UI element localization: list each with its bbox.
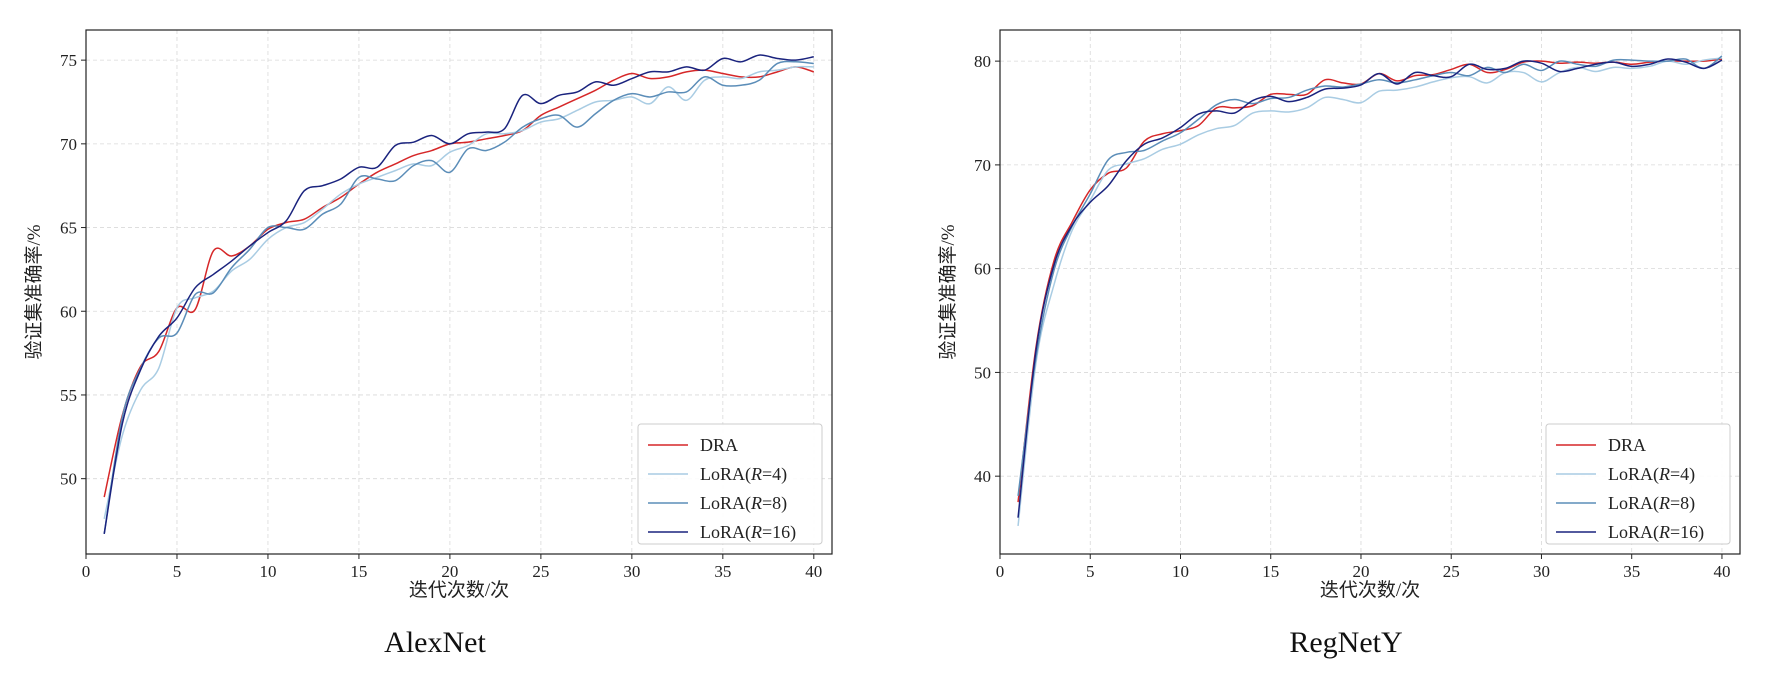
y-tick-label: 60 bbox=[60, 302, 77, 321]
legend-label-0: DRA bbox=[1608, 435, 1646, 455]
legend-box bbox=[1545, 423, 1731, 545]
series-line-3 bbox=[103, 54, 814, 535]
y-tick-label: 50 bbox=[60, 470, 77, 489]
y-tick-label: 70 bbox=[60, 135, 77, 154]
chart-regnety: 0 5 10 15 20 25 30 35 40 40 50 60 70 80 迭代次数/次 验证集准确率/%… bbox=[937, 29, 1741, 659]
x-tick-label: 10 bbox=[1172, 562, 1189, 581]
series-lines bbox=[103, 54, 815, 535]
legend: DRA LoRA(R=4) LoRA(R=8) LoRA(R=16) bbox=[1545, 423, 1731, 545]
y-tick-label: 70 bbox=[974, 156, 991, 175]
y-tick-label: 80 bbox=[974, 52, 991, 71]
legend-label-3: LoRA(R=16) bbox=[700, 522, 796, 543]
legend-label-1: LoRA(R=4) bbox=[700, 464, 787, 485]
y-tick-label: 40 bbox=[974, 467, 991, 486]
y-tick-label: 50 bbox=[974, 363, 991, 382]
chart-caption: RegNetY bbox=[1289, 626, 1402, 659]
plot-frame bbox=[85, 29, 833, 555]
x-tick-label: 0 bbox=[996, 562, 1005, 581]
x-axis-label: 迭代次数/次 bbox=[409, 579, 509, 601]
y-tick-label: 60 bbox=[974, 260, 991, 279]
series-line-1 bbox=[1017, 57, 1723, 527]
chart-caption: AlexNet bbox=[384, 626, 486, 659]
legend-label-3: LoRA(R=16) bbox=[1608, 522, 1704, 543]
x-tick-label: 35 bbox=[1623, 562, 1640, 581]
grid bbox=[85, 30, 832, 554]
y-axis-label: 验证集准确率/% bbox=[937, 224, 959, 359]
x-tick-label: 20 bbox=[1352, 562, 1369, 581]
chart-alexnet: 0 5 10 15 20 25 30 35 40 50 55 60 65 70 75 迭代次数/次 验证集准确率… bbox=[23, 29, 833, 659]
x-tick-label: 20 bbox=[441, 562, 458, 581]
x-tick-label: 15 bbox=[350, 562, 367, 581]
x-tick-label: 25 bbox=[1443, 562, 1460, 581]
series-line-3 bbox=[1017, 58, 1723, 518]
series-line-2 bbox=[103, 60, 814, 535]
x-tick-label: 30 bbox=[623, 562, 640, 581]
x-tick-label: 15 bbox=[1262, 562, 1279, 581]
x-tick-label: 30 bbox=[1533, 562, 1550, 581]
legend-label-2: LoRA(R=8) bbox=[1608, 493, 1695, 514]
x-tick-label: 5 bbox=[173, 562, 182, 581]
series-lines bbox=[1017, 55, 1723, 527]
x-tick-label: 5 bbox=[1086, 562, 1095, 581]
x-tick-label: 40 bbox=[805, 562, 822, 581]
x-axis-label: 迭代次数/次 bbox=[1320, 579, 1420, 601]
x-tick-label: 40 bbox=[1713, 562, 1730, 581]
y-tick-label: 55 bbox=[60, 386, 77, 405]
x-tick-label: 0 bbox=[82, 562, 91, 581]
legend-label-1: LoRA(R=4) bbox=[1608, 464, 1695, 485]
y-tick-label: 65 bbox=[60, 219, 77, 238]
x-tick-label: 25 bbox=[532, 562, 549, 581]
legend-label-2: LoRA(R=8) bbox=[700, 493, 787, 514]
y-tick-label: 75 bbox=[60, 51, 77, 70]
plot-frame bbox=[999, 29, 1741, 555]
series-line-0 bbox=[103, 66, 815, 498]
x-tick-label: 10 bbox=[259, 562, 276, 581]
legend: DRA LoRA(R=4) LoRA(R=8) LoRA(R=16) bbox=[637, 423, 823, 545]
y-axis-label: 验证集准确率/% bbox=[23, 224, 45, 359]
legend-label-0: DRA bbox=[700, 435, 738, 455]
x-tick-label: 35 bbox=[714, 562, 731, 581]
legend-box bbox=[637, 423, 823, 545]
